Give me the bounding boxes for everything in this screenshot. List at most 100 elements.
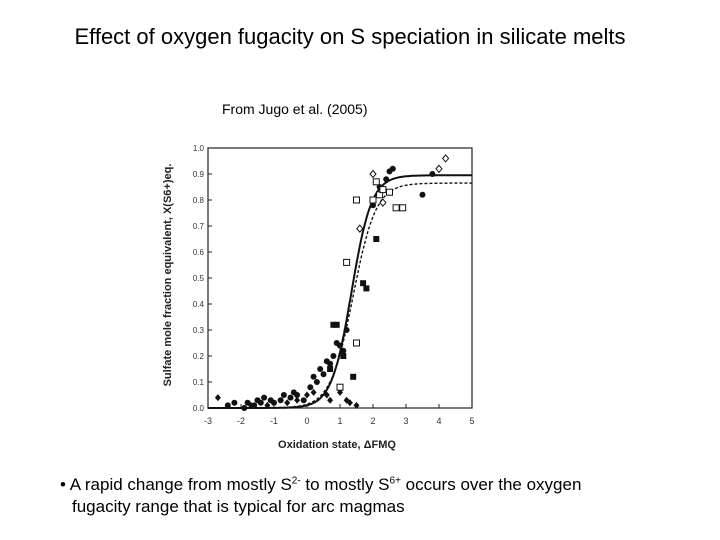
data-point-filled-diamond <box>346 399 353 407</box>
data-point-open-square <box>379 186 387 194</box>
data-point-filled-circle <box>327 360 334 367</box>
y-tick-label: 0.9 <box>193 170 205 179</box>
data-point-filled-circle <box>280 392 287 398</box>
data-point-open-square <box>353 339 360 347</box>
x-tick-label: -2 <box>237 416 245 426</box>
data-point-open-square <box>372 178 380 186</box>
sulfate-charge: 6+ <box>389 475 401 487</box>
plot-frame <box>207 147 473 409</box>
data-point-filled-circle <box>429 171 436 177</box>
data-point-open-square <box>353 196 360 204</box>
data-point-filled-square <box>340 353 347 359</box>
y-tick-label: 0.3 <box>193 326 205 335</box>
data-point-filled-circle <box>419 191 426 198</box>
y-axis-label: Sulfate mole fraction equivalent, X(S6+)… <box>162 164 174 387</box>
x-tick-label: -1 <box>270 416 278 426</box>
data-point-open-diamond <box>379 198 387 207</box>
bullet-text-3: occurs over the oxygen <box>400 475 582 494</box>
bullet-line-1: • A rapid change from mostly S2- to most… <box>60 474 700 496</box>
data-point-filled-square <box>333 321 340 328</box>
data-point-filled-circle <box>383 176 390 183</box>
data-points <box>214 154 450 411</box>
data-point-filled-diamond <box>214 394 221 402</box>
data-point-filled-circle <box>330 353 337 359</box>
data-point-filled-circle <box>257 399 264 406</box>
data-point-open-diamond <box>369 169 377 179</box>
bullet-text-1: A rapid change from mostly S <box>69 475 292 494</box>
y-tick-label: 0.2 <box>193 352 205 361</box>
y-tick-label: 0.1 <box>193 378 205 387</box>
slide-title: Effect of oxygen fugacity on S speciatio… <box>74 24 626 49</box>
sulfide-charge: 2- <box>291 475 301 487</box>
data-point-open-diamond <box>356 224 364 233</box>
data-point-filled-circle <box>317 366 324 372</box>
x-tick-label: 0 <box>304 416 309 426</box>
data-point-filled-circle <box>300 397 307 404</box>
x-tick-label: 5 <box>469 416 474 426</box>
data-point-filled-circle <box>261 394 268 401</box>
data-point-filled-circle <box>277 397 284 404</box>
data-point-filled-diamond <box>327 396 334 404</box>
data-point-filled-circle <box>310 373 317 380</box>
data-point-filled-circle <box>389 165 396 172</box>
bullet-point: • A rapid change from mostly S2- to most… <box>60 474 700 518</box>
x-tick-label: -3 <box>204 416 212 426</box>
data-point-open-square <box>369 196 377 204</box>
data-point-filled-circle <box>231 399 238 406</box>
data-point-open-square <box>343 258 351 266</box>
x-tick-label: 1 <box>337 416 342 426</box>
x-axis-label: Oxidation state, ΔFMQ <box>278 439 396 451</box>
y-tick-label: 0.5 <box>193 274 205 283</box>
data-point-filled-circle <box>271 399 277 406</box>
data-point-filled-circle <box>320 371 327 378</box>
data-point-filled-circle <box>313 379 320 385</box>
data-point-filled-diamond <box>284 399 291 407</box>
y-tick-label: 1.0 <box>193 144 205 153</box>
bullet-text-2: to mostly S <box>300 475 390 494</box>
data-point-filled-square <box>327 366 334 372</box>
x-tick-label: 2 <box>370 416 375 426</box>
y-axis-label-text: Sulfate mole fraction equivalent, X(S6+)… <box>162 164 174 387</box>
data-point-open-diamond <box>435 164 443 174</box>
data-point-filled-circle <box>251 402 258 409</box>
data-point-filled-diamond <box>264 401 271 409</box>
chart-axes <box>207 147 473 409</box>
data-point-open-square <box>386 188 393 196</box>
data-point-filled-circle <box>241 405 248 411</box>
bullet-line-2: fugacity range that is typical for arc m… <box>72 497 405 516</box>
data-point-filled-diamond <box>310 388 317 396</box>
data-point-open-square <box>336 383 344 391</box>
y-tick-label: 0.7 <box>193 222 205 231</box>
data-point-filled-square <box>330 321 337 328</box>
y-tick-label: 0.8 <box>193 196 205 205</box>
data-point-filled-diamond <box>353 401 360 409</box>
data-point-filled-diamond <box>304 391 310 399</box>
y-tick-label: 0.4 <box>193 300 205 309</box>
data-point-filled-diamond <box>294 396 301 404</box>
data-point-filled-circle <box>307 384 314 391</box>
y-tick-label: 0.6 <box>193 248 205 257</box>
data-point-filled-circle <box>343 327 350 333</box>
y-tick-label: 0.0 <box>193 404 205 413</box>
data-point-filled-circle <box>287 394 294 401</box>
data-point-filled-square <box>373 236 380 242</box>
data-point-filled-square <box>363 285 370 292</box>
bullet-marker: • <box>60 475 66 494</box>
fit-curve-dashed <box>208 182 472 409</box>
y-tick-labels: 0.0 0.1 0.2 0.3 0.4 0.5 0.6 0.7 0.8 0.9 1.0 <box>193 144 205 413</box>
fit-curves <box>208 174 472 409</box>
data-point-filled-square <box>360 280 367 287</box>
fit-curve-solid <box>208 174 472 409</box>
x-tick-label: 3 <box>403 416 408 426</box>
data-point-filled-circle <box>224 402 231 409</box>
data-point-filled-square <box>350 373 357 380</box>
data-point-filled-diamond <box>323 391 330 399</box>
figure-source: From Jugo et al. (2005) <box>222 101 368 117</box>
data-point-open-diamond <box>441 154 450 163</box>
data-point-open-square <box>399 204 407 212</box>
data-point-filled-diamond <box>247 401 254 409</box>
data-point-filled-circle <box>337 342 343 349</box>
data-point-open-square <box>392 204 400 212</box>
data-point-filled-circle <box>294 392 301 398</box>
data-point-filled-circle <box>370 202 376 209</box>
